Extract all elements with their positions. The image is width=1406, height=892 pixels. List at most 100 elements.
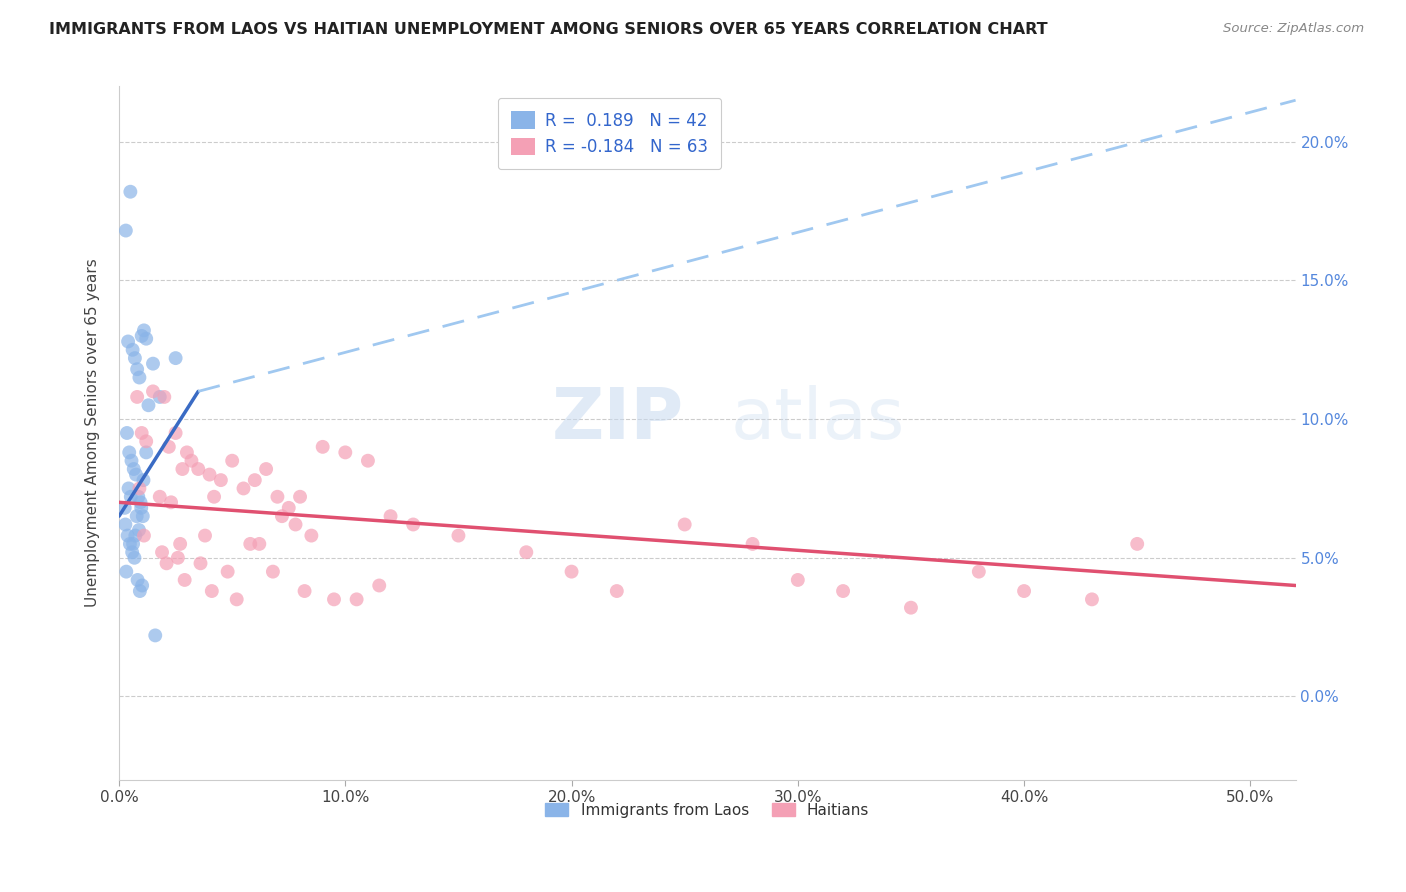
- Point: [165, 425, 187, 440]
- Point: [312, 440, 335, 454]
- Text: IMMIGRANTS FROM LAOS VS HAITIAN UNEMPLOYMENT AMONG SENIORS OVER 65 YEARS CORRELA: IMMIGRANTS FROM LAOS VS HAITIAN UNEMPLOY…: [49, 22, 1047, 37]
- Point: [115, 565, 138, 579]
- Point: [127, 573, 149, 587]
- Point: [380, 509, 402, 524]
- Legend: Immigrants from Laos, Haitians: Immigrants from Laos, Haitians: [540, 797, 876, 824]
- Point: [284, 517, 307, 532]
- Point: [1012, 584, 1035, 599]
- Point: [127, 490, 149, 504]
- Point: [149, 390, 172, 404]
- Point: [967, 565, 990, 579]
- Point: [115, 223, 138, 237]
- Point: [125, 467, 148, 482]
- Point: [194, 528, 217, 542]
- Text: ZIP: ZIP: [551, 384, 683, 454]
- Point: [127, 390, 149, 404]
- Point: [288, 490, 311, 504]
- Point: [129, 495, 152, 509]
- Point: [114, 517, 136, 532]
- Point: [125, 509, 148, 524]
- Point: [120, 185, 142, 199]
- Point: [155, 557, 177, 571]
- Point: [143, 628, 166, 642]
- Point: [190, 557, 212, 571]
- Point: [323, 592, 346, 607]
- Point: [202, 490, 225, 504]
- Point: [131, 329, 153, 343]
- Point: [225, 592, 247, 607]
- Point: [232, 482, 254, 496]
- Point: [217, 565, 239, 579]
- Point: [122, 462, 145, 476]
- Point: [142, 384, 165, 399]
- Point: [277, 500, 299, 515]
- Point: [121, 545, 143, 559]
- Point: [120, 490, 142, 504]
- Point: [239, 537, 262, 551]
- Point: [153, 390, 176, 404]
- Y-axis label: Unemployment Among Seniors over 65 years: Unemployment Among Seniors over 65 years: [86, 259, 100, 607]
- Point: [180, 453, 202, 467]
- Point: [149, 490, 172, 504]
- Point: [169, 537, 191, 551]
- Point: [160, 495, 183, 509]
- Point: [1126, 537, 1149, 551]
- Point: [117, 334, 139, 349]
- Point: [402, 517, 425, 532]
- Point: [201, 584, 224, 599]
- Point: [243, 473, 266, 487]
- Point: [368, 578, 391, 592]
- Point: [900, 600, 922, 615]
- Point: [167, 550, 190, 565]
- Point: [1081, 592, 1104, 607]
- Text: atlas: atlas: [731, 384, 905, 454]
- Point: [124, 351, 146, 365]
- Point: [122, 537, 145, 551]
- Point: [254, 462, 277, 476]
- Point: [832, 584, 855, 599]
- Point: [198, 467, 221, 482]
- Point: [262, 565, 284, 579]
- Point: [515, 545, 537, 559]
- Point: [173, 573, 195, 587]
- Point: [294, 584, 316, 599]
- Point: [128, 482, 150, 496]
- Point: [271, 509, 294, 524]
- Point: [127, 362, 149, 376]
- Point: [335, 445, 357, 459]
- Point: [165, 351, 187, 365]
- Point: [135, 434, 157, 449]
- Point: [131, 578, 153, 592]
- Point: [266, 490, 288, 504]
- Point: [357, 453, 380, 467]
- Point: [129, 500, 152, 515]
- Point: [118, 445, 141, 459]
- Point: [741, 537, 763, 551]
- Point: [209, 473, 232, 487]
- Point: [299, 528, 322, 542]
- Point: [128, 370, 150, 384]
- Point: [115, 425, 138, 440]
- Point: [131, 425, 153, 440]
- Point: [138, 398, 160, 412]
- Point: [561, 565, 583, 579]
- Point: [150, 545, 173, 559]
- Point: [117, 528, 139, 542]
- Point: [124, 550, 146, 565]
- Point: [128, 523, 150, 537]
- Point: [121, 453, 143, 467]
- Point: [132, 323, 155, 337]
- Point: [157, 440, 180, 454]
- Point: [176, 445, 198, 459]
- Point: [128, 584, 150, 599]
- Point: [124, 528, 146, 542]
- Point: [447, 528, 470, 542]
- Point: [132, 528, 155, 542]
- Point: [121, 343, 143, 357]
- Point: [172, 462, 194, 476]
- Point: [132, 473, 155, 487]
- Point: [135, 445, 157, 459]
- Point: [132, 509, 155, 524]
- Point: [221, 453, 243, 467]
- Point: [606, 584, 628, 599]
